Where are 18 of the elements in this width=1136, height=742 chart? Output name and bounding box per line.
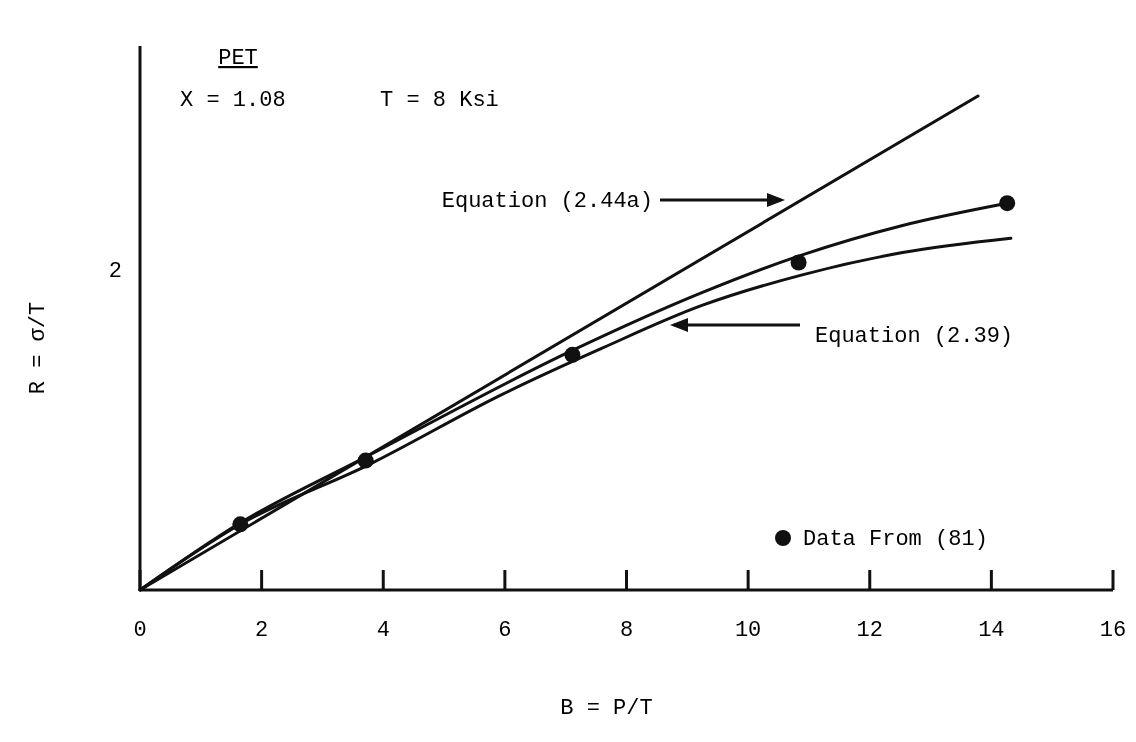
x-tick-label: 12 [856,618,883,643]
x-tick-label: 14 [978,618,1005,643]
legend-label: Data From (81) [803,527,988,552]
x-tick-label: 8 [619,618,634,643]
x-tick-label: 4 [376,618,390,643]
x-tick-label: 2 [255,618,269,643]
x-axis-title: B = P/T [560,696,653,721]
annotation: Equation (2.44a) [441,189,653,214]
chart-title: PET [218,46,258,71]
annotation: Equation (2.39) [815,324,1014,349]
y-axis-title: R = σ/T [26,301,51,395]
x-tick-label: 16 [1099,618,1127,643]
x-tick-label: 6 [498,618,512,643]
x-tick-label: 0 [133,618,147,643]
x-tick-label: 10 [734,618,762,643]
annotation: X = 1.08 [180,88,286,113]
text: 2 [108,259,122,284]
annotation: T = 8 Ksi [380,88,499,113]
